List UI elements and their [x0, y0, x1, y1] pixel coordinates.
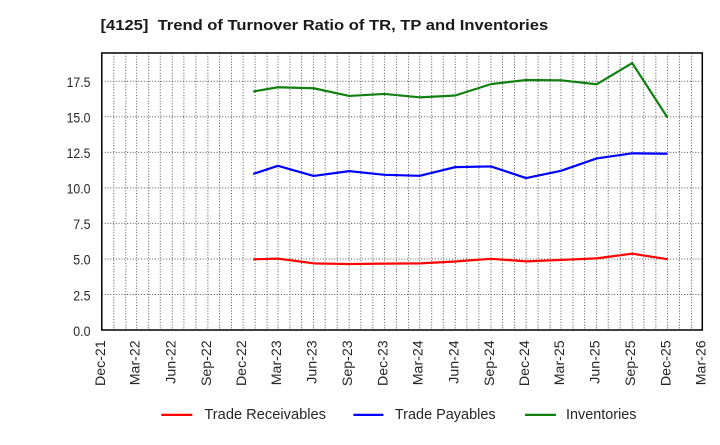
svg-text:Jun-22: Jun-22 [163, 340, 179, 383]
svg-text:[4125] Trend of Turnover Rati: [4125] Trend of Turnover Ratio of TR, TP… [101, 17, 549, 34]
svg-text:Mar-25: Mar-25 [552, 340, 568, 385]
svg-text:Trade Receivables: Trade Receivables [204, 407, 326, 423]
svg-text:Mar-26: Mar-26 [693, 340, 709, 385]
svg-text:Dec-23: Dec-23 [375, 340, 391, 386]
svg-text:Jun-25: Jun-25 [588, 340, 604, 383]
svg-text:7.5: 7.5 [73, 216, 90, 232]
svg-text:Jun-24: Jun-24 [446, 340, 462, 383]
svg-text:Dec-22: Dec-22 [234, 340, 250, 386]
svg-text:10.0: 10.0 [67, 181, 91, 197]
svg-text:Sep-23: Sep-23 [340, 340, 356, 386]
svg-text:5.0: 5.0 [73, 252, 90, 268]
svg-text:Dec-21: Dec-21 [93, 340, 109, 386]
svg-text:Sep-22: Sep-22 [199, 340, 215, 386]
svg-text:Mar-22: Mar-22 [128, 340, 144, 385]
svg-text:Sep-25: Sep-25 [623, 340, 639, 386]
svg-text:Inventories: Inventories [566, 407, 637, 423]
svg-text:2.5: 2.5 [73, 287, 90, 303]
svg-text:Dec-24: Dec-24 [517, 340, 533, 386]
svg-text:Sep-24: Sep-24 [482, 340, 498, 386]
svg-text:Dec-25: Dec-25 [658, 340, 674, 386]
svg-text:Mar-24: Mar-24 [411, 340, 427, 385]
svg-text:12.5: 12.5 [67, 145, 91, 161]
svg-text:Jun-23: Jun-23 [305, 340, 321, 383]
svg-text:Trade Payables: Trade Payables [395, 407, 496, 423]
svg-text:0.0: 0.0 [73, 323, 90, 339]
svg-text:Mar-23: Mar-23 [269, 340, 285, 385]
svg-text:17.5: 17.5 [67, 74, 91, 90]
svg-text:15.0: 15.0 [67, 110, 91, 126]
